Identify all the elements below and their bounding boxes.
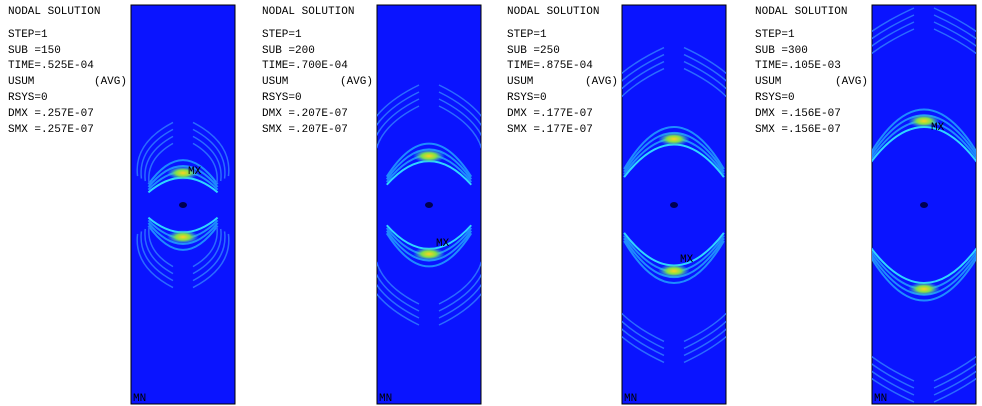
info-text: NODAL SOLUTION	[262, 6, 354, 18]
hot-spot	[413, 149, 445, 163]
mx-label: MX	[436, 238, 450, 250]
info-text: STEP=1	[8, 29, 48, 41]
info-text: DMX =.156E-07	[755, 108, 841, 120]
info-text: USUM	[507, 76, 533, 88]
hot-spot	[658, 132, 690, 146]
screenshot: NODAL SOLUTION STEP=1 SUB =150 TIME=.525E-0…	[0, 0, 982, 406]
info-text: SMX =.177E-07	[507, 124, 593, 136]
info-text: SUB =300	[755, 45, 808, 57]
contour-plot: MX MN	[362, 5, 495, 405]
info-text: STEP=1	[755, 29, 795, 41]
hot-spot	[658, 264, 690, 278]
info-text: TIME=.875E-04	[507, 60, 593, 72]
info-text: (AVG)	[340, 76, 373, 88]
info-text: USUM	[262, 76, 288, 88]
mn-label: MN	[874, 393, 887, 405]
source	[670, 202, 678, 208]
info-text: (AVG)	[585, 76, 618, 88]
info-text: (AVG)	[94, 76, 127, 88]
info-text: DMX =.257E-07	[8, 108, 94, 120]
info-text: STEP=1	[507, 29, 547, 41]
info-text: TIME=.105E-03	[755, 60, 841, 72]
source	[179, 202, 187, 208]
info-text: NODAL SOLUTION	[755, 6, 847, 18]
info-text: NODAL SOLUTION	[8, 6, 100, 18]
info-text: RSYS=0	[755, 92, 795, 104]
info-text: RSYS=0	[262, 92, 302, 104]
info-text: RSYS=0	[8, 92, 48, 104]
mx-label: MX	[931, 122, 945, 134]
mn-label: MN	[379, 393, 392, 405]
info-text: TIME=.700E-04	[262, 60, 348, 72]
info-text: NODAL SOLUTION	[507, 6, 599, 18]
info-text: SUB =150	[8, 45, 61, 57]
contour-plot: MX MN	[587, 5, 761, 405]
mn-label: MN	[624, 393, 637, 405]
info-text: SMX =.257E-07	[8, 124, 94, 136]
hot-spot	[908, 282, 940, 296]
info-text: DMX =.207E-07	[262, 108, 348, 120]
info-text: TIME=.525E-04	[8, 60, 94, 72]
mx-label: MX	[188, 166, 202, 178]
contour-plot: MX MN	[131, 5, 235, 405]
info-text: SMX =.156E-07	[755, 124, 841, 136]
info-text: SMX =.207E-07	[262, 124, 348, 136]
hot-spot	[167, 230, 199, 244]
mn-label: MN	[133, 393, 146, 405]
mx-label: MX	[680, 254, 694, 266]
info-text: RSYS=0	[507, 92, 547, 104]
info-text: USUM	[8, 76, 34, 88]
info-text: USUM	[755, 76, 781, 88]
source	[920, 202, 928, 208]
info-text: (AVG)	[835, 76, 868, 88]
info-text: STEP=1	[262, 29, 302, 41]
info-text: SUB =200	[262, 45, 315, 57]
info-text: DMX =.177E-07	[507, 108, 593, 120]
info-text: SUB =250	[507, 45, 560, 57]
source	[425, 202, 433, 208]
